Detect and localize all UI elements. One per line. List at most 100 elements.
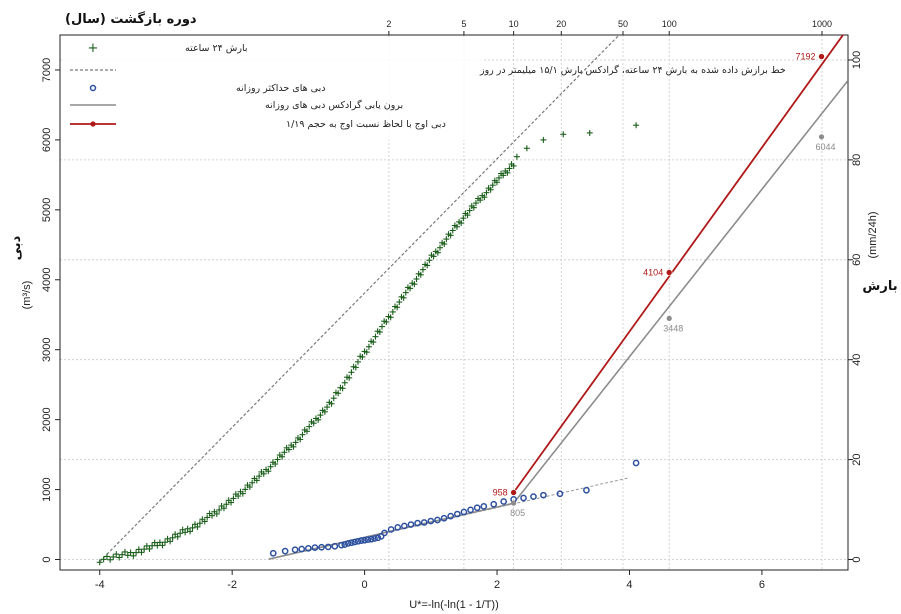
- y-right-unit: (mm/24h): [867, 211, 879, 258]
- rain-point: [483, 189, 490, 196]
- rain-point: [510, 162, 517, 169]
- flow-point: [364, 536, 372, 543]
- rain-point: [213, 510, 220, 517]
- rain-point: [481, 194, 488, 201]
- rain-point: [359, 353, 366, 360]
- flow-point: [281, 547, 289, 555]
- rain-point: [130, 552, 137, 559]
- flow-point: [556, 490, 564, 498]
- rain-point: [341, 379, 348, 386]
- series: [96, 35, 848, 566]
- rain-point: [103, 553, 110, 560]
- rain-point: [460, 215, 467, 222]
- rain-point: [411, 281, 418, 288]
- rain-point: [279, 453, 286, 460]
- rain-point: [159, 542, 166, 549]
- legend-marker-circle: [89, 84, 97, 92]
- legend-label: خط برازش داده شده به بارش ۲۴ ساعته، گراد…: [479, 64, 786, 76]
- legend-item-fit: خط برازش داده شده به بارش ۲۴ ساعته، گراد…: [70, 64, 786, 76]
- rain-point: [121, 548, 128, 555]
- rain-point: [453, 223, 460, 230]
- rain-point: [470, 204, 477, 211]
- y-left-tick-label: 7000: [41, 58, 53, 82]
- rain-point: [256, 473, 263, 480]
- legend-item-gradex: برون یابی گرادکس دبی های روزانه: [70, 99, 403, 111]
- rain-point: [560, 131, 567, 138]
- flow-point: [490, 500, 498, 508]
- y-right-tick-label: 80: [851, 154, 863, 166]
- rain-point: [339, 385, 346, 392]
- flow-point: [467, 506, 474, 514]
- x-tick-label: -2: [227, 579, 237, 591]
- rain-point: [96, 559, 103, 566]
- rain-point: [249, 479, 256, 486]
- y-right-tick-label: 60: [851, 254, 863, 266]
- rain-point: [223, 501, 230, 508]
- rain-point: [472, 200, 479, 207]
- flow-point: [318, 543, 325, 551]
- rain-point: [330, 395, 337, 402]
- flow-point: [407, 521, 415, 528]
- flow-point: [324, 543, 332, 551]
- top-tick-label: 1000: [812, 19, 832, 29]
- x-tick-label: 4: [626, 579, 632, 591]
- rain-point: [239, 490, 246, 497]
- rain-point: [174, 533, 181, 540]
- flow-point: [344, 540, 352, 547]
- rain-point: [107, 556, 114, 563]
- flow-point: [341, 541, 349, 548]
- top-tick-label: 2: [386, 19, 391, 29]
- legend: + بارش ۲۴ ساعته خط برازش داده شده به بار…: [62, 37, 786, 140]
- rain-point: [310, 420, 317, 427]
- rain-point: [230, 495, 237, 502]
- flow-point: [440, 514, 448, 522]
- rain-point: [424, 262, 431, 269]
- legend-item-rain: + بارش ۲۴ ساعته: [88, 41, 248, 56]
- flow-point: [311, 544, 319, 551]
- rain-point: [189, 524, 196, 531]
- peak-value-label: 958: [493, 488, 508, 498]
- gradex-line: [268, 79, 848, 560]
- rain-point: [430, 253, 437, 260]
- rain-point: [299, 431, 306, 438]
- rain-point: [260, 470, 267, 477]
- rain-point: [253, 477, 260, 484]
- rain-point: [113, 551, 120, 558]
- rain-point: [493, 179, 500, 186]
- rain-point: [220, 505, 227, 512]
- rain-point: [204, 514, 211, 521]
- rain-point: [156, 539, 163, 546]
- rain-point: [400, 294, 407, 301]
- rain-fit-line: [99, 35, 620, 563]
- rain-point: [413, 276, 420, 283]
- rain-point: [235, 493, 242, 500]
- rain-point: [194, 523, 201, 530]
- rain-point: [281, 449, 288, 456]
- rain-point: [162, 539, 169, 546]
- rain-point: [458, 220, 465, 227]
- flow-point: [473, 504, 481, 512]
- legend-label: دبی اوج با لحاظ نسبت اوج به حجم ۱/۱۹: [286, 119, 446, 130]
- rain-point: [167, 538, 174, 545]
- flow-point: [460, 508, 468, 516]
- rain-point: [506, 165, 513, 172]
- rain-point: [149, 542, 156, 549]
- flow-point: [420, 519, 428, 526]
- rain-point: [354, 358, 361, 365]
- rain-point: [464, 212, 471, 219]
- flow-point: [583, 486, 590, 494]
- rain-point: [196, 520, 203, 527]
- rain-point: [208, 512, 215, 519]
- rain-point: [378, 323, 385, 330]
- rain-point: [100, 556, 107, 563]
- flow-point: [387, 526, 395, 533]
- rain-point: [290, 443, 297, 450]
- rain-point: [182, 529, 189, 536]
- legend-label: دبی های حداکثر روزانه: [236, 83, 325, 94]
- rain-point: [317, 412, 324, 419]
- flow-point: [361, 536, 368, 544]
- rain-point: [138, 549, 145, 556]
- y-right-tick-label: 100: [851, 51, 863, 69]
- flow-point: [520, 494, 527, 502]
- peak-value-label: 7192: [795, 52, 815, 62]
